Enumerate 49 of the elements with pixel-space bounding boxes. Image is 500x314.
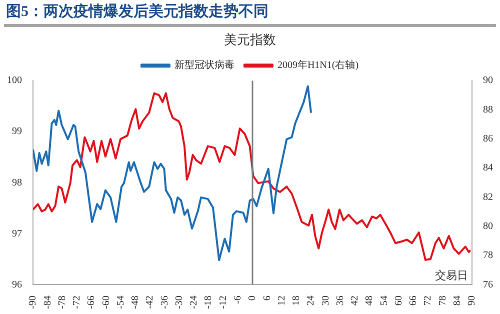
x-tick-label: -30	[174, 296, 185, 310]
y2-tick-label: 80	[483, 220, 493, 232]
x-tick-label: 12	[276, 296, 288, 306]
x-tick-label: 72	[422, 296, 434, 306]
y2-tick-label: 82	[483, 192, 493, 203]
y-tick-label: 97	[12, 228, 22, 240]
y2-tick-label: 88	[483, 104, 493, 116]
x-tick-label: 18	[291, 296, 302, 306]
chart-title: 图5：两次疫情爆发后美元指数走势不同	[4, 0, 496, 27]
x-tick-label: 48	[364, 296, 376, 306]
x-tick-label: -54	[115, 296, 126, 310]
x-tick-label: -72	[72, 296, 83, 310]
chart-subtitle: 美元指数	[224, 32, 276, 48]
x-tick-label: -6	[232, 296, 244, 304]
x-tick-label: 90	[466, 296, 478, 306]
x-tick-label: -78	[56, 296, 68, 310]
x-tick-label: -66	[86, 296, 98, 310]
x-tick-label: -84	[42, 296, 54, 310]
x-tick-label: 78	[437, 296, 448, 306]
y2-tick-label: 86	[483, 134, 493, 145]
x-tick-label: -18	[203, 296, 214, 310]
x-tick-label: -36	[159, 296, 170, 310]
y2-tick-label: 76	[483, 279, 493, 290]
x-tick-label: 54	[378, 296, 390, 306]
x-axis-title: 交易日	[435, 269, 468, 282]
x-tick-label: 42	[350, 296, 361, 306]
y2-tick-label: 90	[483, 75, 493, 86]
x-tick-label: -60	[100, 296, 112, 310]
x-tick-label: 60	[393, 296, 404, 306]
x-tick-label: -42	[144, 296, 156, 310]
x-tick-label: -48	[130, 296, 142, 310]
x-tick-label: 6	[262, 296, 273, 301]
y-tick-label: 100	[7, 75, 22, 86]
y2-tick-label: 78	[483, 250, 493, 262]
x-tick-label: -12	[218, 296, 229, 310]
y-tick-label: 96	[12, 279, 22, 290]
x-tick-label: 84	[452, 296, 463, 306]
x-tick-label: 30	[320, 296, 332, 306]
y2-tick-label: 84	[483, 162, 493, 174]
x-tick-label: 24	[306, 296, 317, 306]
x-tick-label: -24	[188, 296, 200, 310]
y-tick-label: 99	[12, 126, 22, 138]
legend-label: 新型冠状病毒	[174, 59, 234, 72]
x-tick-label: 36	[334, 296, 346, 306]
x-tick-label: -90	[28, 296, 39, 310]
x-tick-label: 0	[247, 296, 258, 301]
x-tick-label: 66	[408, 296, 420, 306]
y-tick-label: 98	[12, 177, 22, 188]
legend-label: 2009年H1N1(右轴)	[277, 59, 359, 72]
